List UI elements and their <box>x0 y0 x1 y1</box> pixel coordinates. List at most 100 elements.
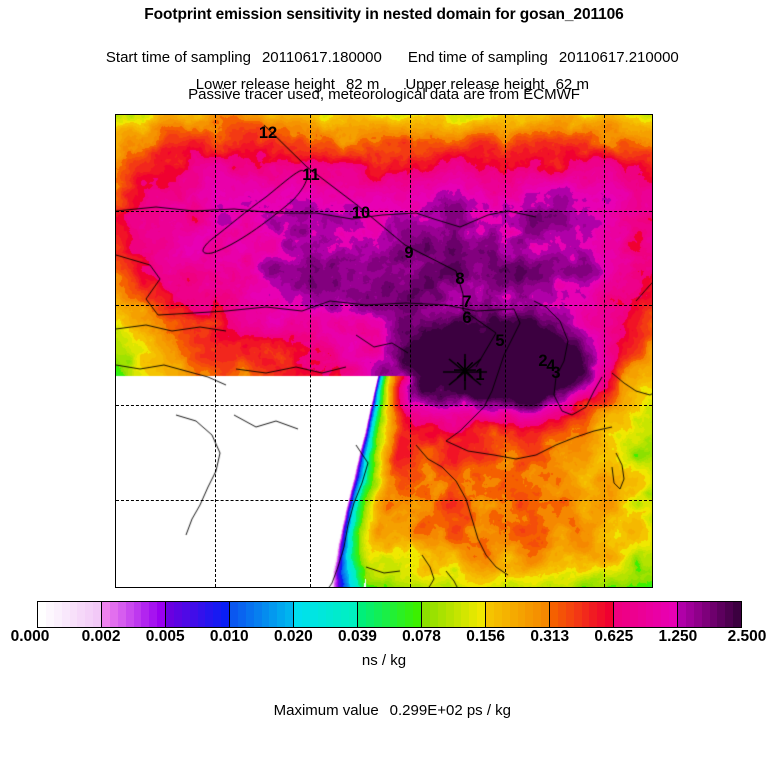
start-time-value: 20110617.180000 <box>261 49 382 66</box>
footprint-heatmap <box>116 115 652 587</box>
colorbar-swatch <box>85 602 94 627</box>
colorbar-segment <box>486 602 550 627</box>
colorbar-swatch <box>589 602 598 627</box>
colorbar-segment <box>422 602 486 627</box>
colorbar-swatch <box>61 602 70 627</box>
trajectory-marker-8: 8 <box>455 269 465 288</box>
colorbar-swatch <box>565 602 574 627</box>
trajectory-marker-12: 12 <box>258 123 278 142</box>
colorbar-swatch <box>109 602 118 627</box>
colorbar-swatch <box>237 602 246 627</box>
colorbar-swatch <box>277 602 286 627</box>
colorbar-unit-label: ns / kg <box>361 652 407 669</box>
trajectory-marker-10: 10 <box>351 203 371 222</box>
colorbar-swatch <box>701 602 710 627</box>
colorbar-swatch <box>197 602 206 627</box>
colorbar-swatch <box>93 602 101 627</box>
colorbar-swatch <box>325 602 334 627</box>
colorbar <box>37 601 742 628</box>
colorbar-swatch <box>413 602 421 627</box>
colorbar-swatch <box>669 602 677 627</box>
colorbar-tick-0-000: 0.000 <box>10 628 50 645</box>
colorbar-swatch <box>685 602 694 627</box>
colorbar-swatch <box>69 602 78 627</box>
colorbar-swatch <box>486 602 494 627</box>
end-time-label: End time of sampling <box>407 49 548 66</box>
colorbar-swatch <box>230 602 238 627</box>
colorbar-tick-0-002: 0.002 <box>81 628 121 645</box>
colorbar-panel <box>37 601 742 628</box>
trajectory-marker-5: 5 <box>495 331 505 350</box>
trajectory-marker-6: 6 <box>462 308 472 327</box>
colorbar-swatch <box>245 602 254 627</box>
colorbar-swatch <box>614 602 622 627</box>
colorbar-swatch <box>453 602 462 627</box>
colorbar-swatch <box>133 602 142 627</box>
colorbar-segment <box>678 602 741 627</box>
colorbar-swatch <box>429 602 438 627</box>
maximum-value-label: Maximum value <box>273 702 379 719</box>
colorbar-swatch <box>166 602 174 627</box>
colorbar-swatch <box>422 602 430 627</box>
colorbar-swatch <box>53 602 62 627</box>
maximum-value-line: Maximum value 0.299E+02 ps / kg <box>0 685 768 736</box>
colorbar-tick-0-156: 0.156 <box>466 628 506 645</box>
sampling-time-line: Start time of sampling 20110617.180000 End… <box>0 32 768 83</box>
colorbar-tick-0-005: 0.005 <box>145 628 185 645</box>
colorbar-swatch <box>437 602 446 627</box>
colorbar-swatch <box>581 602 590 627</box>
method-note: Passive tracer used, meteorological data… <box>188 86 580 103</box>
colorbar-swatch <box>373 602 382 627</box>
colorbar-swatch <box>189 602 198 627</box>
colorbar-segment <box>230 602 294 627</box>
colorbar-swatch <box>333 602 342 627</box>
colorbar-swatch <box>541 602 549 627</box>
colorbar-swatch <box>173 602 182 627</box>
colorbar-segment <box>166 602 230 627</box>
colorbar-swatch <box>517 602 526 627</box>
upper-release-value: 62 m <box>555 76 589 93</box>
colorbar-swatch <box>477 602 485 627</box>
colorbar-swatch <box>117 602 126 627</box>
page-title: Footprint emission sensitivity in nested… <box>144 6 624 23</box>
trajectory-marker-3: 3 <box>551 363 561 382</box>
colorbar-swatch <box>629 602 638 627</box>
colorbar-swatch <box>533 602 542 627</box>
colorbar-tick-0-010: 0.010 <box>209 628 249 645</box>
colorbar-swatch <box>38 602 46 627</box>
colorbar-swatch <box>381 602 390 627</box>
colorbar-segment <box>550 602 614 627</box>
colorbar-swatch <box>125 602 134 627</box>
colorbar-tick-2-500: 2.500 <box>727 628 767 645</box>
colorbar-swatch <box>213 602 222 627</box>
colorbar-swatch <box>725 602 734 627</box>
colorbar-swatch <box>509 602 518 627</box>
colorbar-swatch <box>557 602 566 627</box>
trajectory-marker-4: 4 <box>546 356 556 375</box>
colorbar-swatch <box>141 602 150 627</box>
trajectory-marker-1: 1 <box>475 365 485 384</box>
trajectory-marker-7: 7 <box>462 292 472 311</box>
colorbar-swatch <box>102 602 110 627</box>
colorbar-tick-0-039: 0.039 <box>338 628 377 645</box>
lower-release-value: 82 m <box>345 76 380 93</box>
colorbar-swatch <box>269 602 278 627</box>
colorbar-swatch <box>157 602 165 627</box>
colorbar-swatch <box>693 602 702 627</box>
colorbar-swatch <box>389 602 398 627</box>
colorbar-swatch <box>317 602 326 627</box>
colorbar-tick-0-313: 0.313 <box>530 628 570 645</box>
colorbar-swatch <box>597 602 606 627</box>
colorbar-swatch <box>661 602 670 627</box>
colorbar-swatch <box>221 602 229 627</box>
colorbar-swatch <box>493 602 502 627</box>
colorbar-swatch <box>678 602 686 627</box>
colorbar-swatch <box>181 602 190 627</box>
colorbar-swatch <box>285 602 293 627</box>
colorbar-tick-1-250: 1.250 <box>658 628 698 645</box>
colorbar-swatch <box>445 602 454 627</box>
colorbar-segment <box>38 602 102 627</box>
colorbar-swatch <box>205 602 214 627</box>
